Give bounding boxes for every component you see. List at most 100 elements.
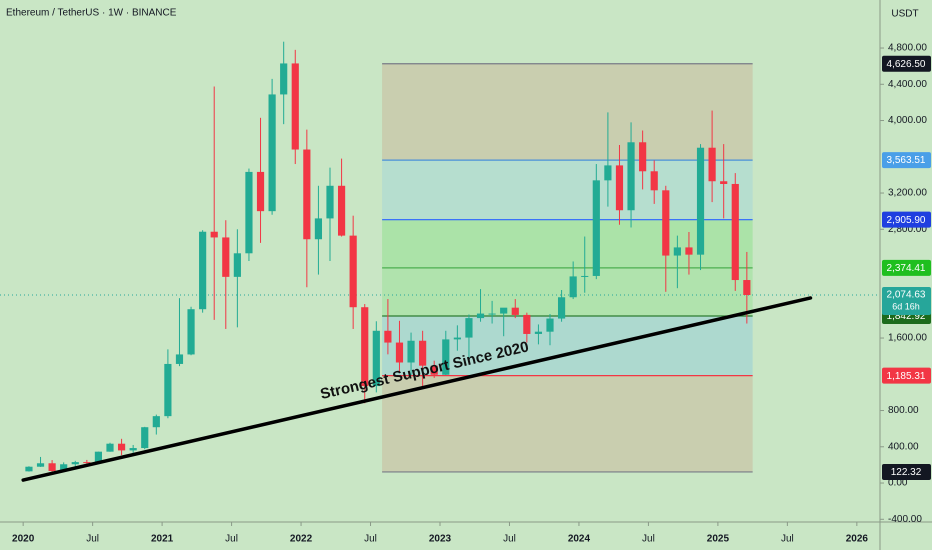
- candle-body: [71, 462, 79, 465]
- fib-band: [382, 267, 753, 317]
- candle-body: [453, 337, 461, 340]
- price-label: 3,563.51: [887, 155, 926, 166]
- y-tick-label: -400.00: [888, 514, 922, 525]
- candle-body: [129, 448, 137, 451]
- candle-body: [685, 247, 693, 255]
- candle-body: [175, 354, 184, 364]
- fib-band: [382, 160, 753, 220]
- y-tick-label: 400.00: [888, 441, 919, 452]
- price-label: 2,374.41: [887, 263, 926, 274]
- x-tick-label: Jul: [364, 534, 377, 545]
- current-price-label: 2,074.63: [887, 290, 926, 301]
- candle-body: [557, 297, 566, 319]
- x-tick-label: 2026: [846, 534, 869, 545]
- price-label: 1,842.92: [887, 311, 926, 322]
- candle-body: [280, 63, 288, 95]
- countdown-label: 6d 16h: [892, 301, 920, 311]
- candle-body: [488, 313, 496, 315]
- x-tick-label: 2025: [707, 534, 730, 545]
- x-tick-label: 2023: [429, 534, 452, 545]
- y-tick-label: 3,200.00: [888, 188, 927, 199]
- price-label: 122.32: [891, 467, 922, 478]
- candle-body: [141, 427, 149, 449]
- trendline: [21, 296, 813, 482]
- y-tick-label: 2,800.00: [888, 224, 927, 235]
- x-tick-label: Jul: [642, 534, 655, 545]
- candle-body: [500, 307, 508, 314]
- chart-title: Ethereum / TetherUS · 1W · BINANCE: [6, 8, 177, 19]
- candle-body: [696, 147, 705, 255]
- x-tick-label: Jul: [86, 534, 99, 545]
- candle-body: [210, 231, 218, 238]
- candle-body: [731, 183, 739, 281]
- candle-body: [199, 231, 207, 310]
- y-tick-label: 4,800.00: [888, 43, 927, 54]
- x-tick-label: Jul: [503, 534, 516, 545]
- candle-body: [523, 314, 531, 334]
- price-label: 2,905.90: [887, 215, 926, 226]
- y-tick-label: 4,400.00: [888, 79, 927, 90]
- y-tick-label: 0.00: [888, 478, 908, 489]
- candle-body: [430, 365, 438, 375]
- candle-body: [337, 185, 346, 236]
- candle-body: [291, 63, 299, 150]
- candle-body: [419, 340, 427, 366]
- candle-body: [476, 313, 485, 319]
- candle-body: [673, 247, 681, 256]
- price-label-box: [882, 367, 931, 384]
- price-label: 4,626.50: [887, 59, 926, 70]
- candle-body: [592, 180, 600, 276]
- price-label-box: [882, 211, 931, 228]
- candle-body: [83, 462, 91, 464]
- x-tick-label: Jul: [225, 534, 238, 545]
- candle-body: [187, 309, 195, 355]
- fib-band: [382, 219, 753, 268]
- x-tick-label: 2021: [151, 534, 174, 545]
- candle-body: [94, 451, 103, 463]
- candle-body: [662, 190, 670, 256]
- candle-body: [465, 318, 473, 338]
- candle-body: [268, 94, 276, 212]
- candle-body: [534, 331, 543, 334]
- y-tick-label: 800.00: [888, 405, 919, 416]
- price-label-box: [882, 55, 931, 72]
- candle-body: [117, 443, 126, 451]
- candle-body: [106, 443, 114, 452]
- candle-body: [511, 307, 519, 315]
- candle-body: [650, 171, 658, 191]
- candle-body: [164, 363, 172, 417]
- candle-body: [48, 463, 56, 471]
- candle-body: [720, 181, 728, 184]
- candle-body: [384, 330, 392, 343]
- x-tick-label: Jul: [781, 534, 794, 545]
- candle-body: [36, 463, 45, 467]
- candle-body: [615, 165, 624, 211]
- candle-body: [372, 330, 380, 387]
- price-label: 1,185.31: [887, 371, 926, 382]
- candle-body: [349, 235, 357, 308]
- candle-body: [407, 340, 415, 363]
- y-tick-label: 4,000.00: [888, 115, 927, 126]
- candle-body: [361, 307, 369, 387]
- candle-body: [152, 416, 160, 428]
- x-tick-label: 2020: [12, 534, 35, 545]
- candle-body: [604, 165, 612, 181]
- y-tick-label: 1,600.00: [888, 333, 927, 344]
- candle-body: [25, 466, 33, 472]
- candle-body: [708, 147, 716, 182]
- fib-band: [382, 63, 753, 161]
- x-tick-label: 2024: [568, 534, 591, 545]
- candle-body: [639, 142, 647, 172]
- candle-body: [395, 342, 404, 363]
- candle-body: [627, 142, 635, 211]
- currency-label: USDT: [891, 9, 918, 20]
- candle-body: [546, 318, 554, 332]
- current-price-box: [882, 287, 931, 316]
- fib-band: [382, 375, 753, 472]
- candle-body: [222, 237, 230, 277]
- candle-body: [233, 253, 241, 277]
- price-label-box: [882, 463, 931, 480]
- candle-body: [60, 464, 68, 471]
- candle-body: [303, 149, 311, 240]
